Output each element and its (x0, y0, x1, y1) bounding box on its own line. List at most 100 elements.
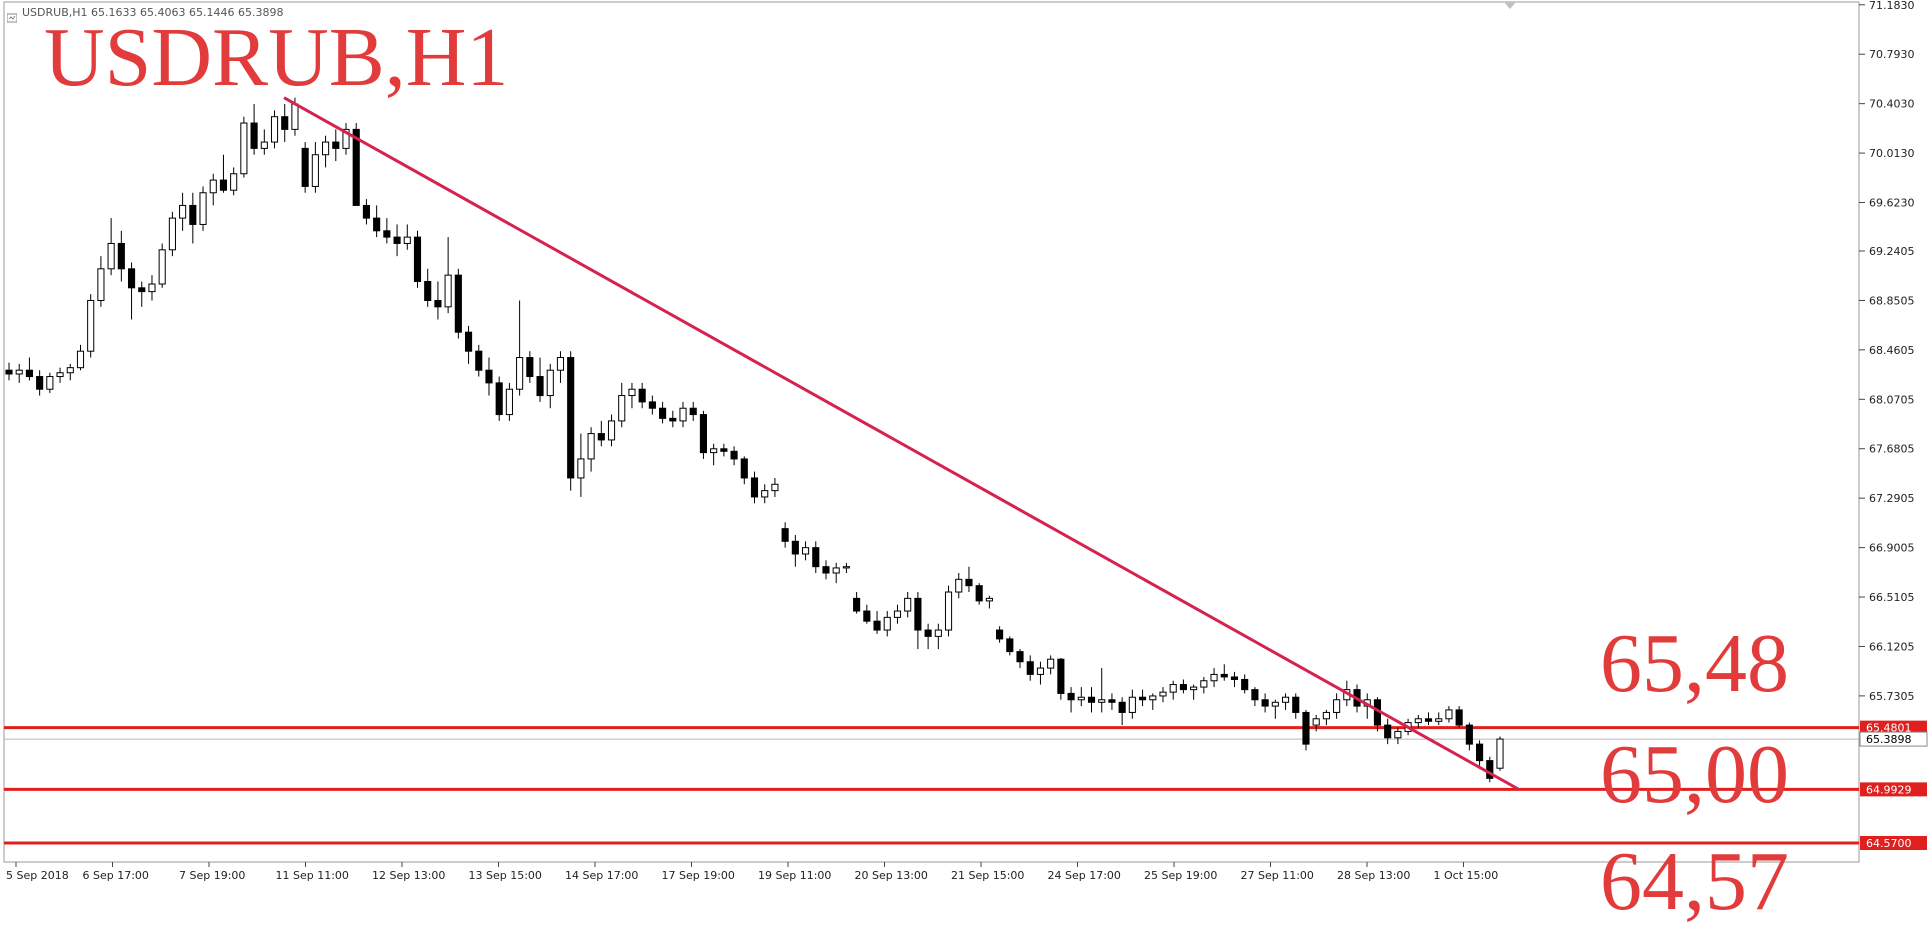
candle-bull (607, 420, 616, 441)
time-tick-label: 28 Sep 13:00 (1337, 869, 1410, 882)
candle-bear (485, 369, 493, 384)
candle-bull (1077, 696, 1085, 701)
candle-bear (1139, 696, 1147, 701)
candle-bull (832, 567, 840, 574)
candle-bear (1241, 678, 1249, 691)
candle-bear (597, 433, 605, 441)
candle-bull (1047, 658, 1055, 669)
candle-bull (587, 433, 595, 460)
trendline (283, 96, 1521, 792)
candle-bull (893, 610, 902, 618)
candle-bull (148, 283, 156, 293)
plot-frame (3, 1, 1860, 863)
candle-bear (250, 122, 258, 149)
time-tick-label: 25 Sep 19:00 (1144, 869, 1217, 882)
price-tick-label: 71.1830 (1869, 0, 1915, 12)
level-label-1: 65,48 (1600, 617, 1789, 710)
candle-bull (679, 407, 687, 422)
candle-bear (25, 369, 33, 378)
time-tick-label: 7 Sep 19:00 (179, 869, 245, 882)
price-tick-label: 69.6230 (1869, 197, 1915, 210)
price-tick-label: 68.8505 (1869, 294, 1915, 307)
time-tick-label: 14 Sep 17:00 (565, 869, 638, 882)
price-tick-label: 65.7305 (1869, 690, 1915, 703)
candle-bull (56, 372, 64, 378)
candle-bear (924, 629, 932, 637)
price-tick-label: 70.7930 (1869, 48, 1915, 61)
candle-bear (1261, 699, 1269, 707)
candle-bull (311, 154, 319, 187)
level-lines: 65.4801 64.9929 64.5700 65.3898 (4, 720, 1928, 850)
candle-bull (107, 242, 115, 270)
candle-bear (1465, 724, 1473, 745)
candle-bear (648, 401, 656, 409)
candle-bear (5, 369, 13, 375)
time-tick-label: 24 Sep 17:00 (1048, 869, 1121, 882)
price-tick-label: 68.0705 (1869, 393, 1915, 406)
candle-bear (791, 540, 799, 555)
current-price-tag (1859, 731, 1928, 747)
candle-bear (1384, 724, 1392, 739)
price-tick-label: 69.2405 (1869, 245, 1915, 258)
candle-bull (209, 179, 217, 194)
candle-bull (260, 141, 268, 149)
price-tick-label: 67.2905 (1869, 492, 1915, 505)
candle-bull (322, 141, 330, 156)
candle-bull (342, 128, 350, 149)
candle-bull (1098, 699, 1106, 703)
info-ohlc: 65.1633 65.4063 65.1446 65.3898 (91, 6, 284, 19)
candle-bear (965, 578, 973, 587)
level-label-3: 64,57 (1600, 835, 1789, 928)
candle-bear (117, 242, 125, 270)
level-price-tag (1860, 835, 1927, 850)
time-tick-label: 17 Sep 19:00 (662, 869, 735, 882)
chart-menu-icon[interactable] (6, 8, 18, 23)
candle-bull (403, 236, 411, 244)
candle-bear (1455, 709, 1463, 726)
candle-bear (1230, 676, 1239, 680)
candle-bear (127, 268, 136, 289)
candle-bull (505, 388, 513, 416)
candle-bull (158, 249, 166, 285)
time-tick-label: 12 Sep 13:00 (372, 869, 445, 882)
candle-bull (710, 448, 718, 454)
time-tick-label: 19 Sep 11:00 (758, 869, 831, 882)
candle-bull (771, 483, 779, 492)
time-tick-label: 11 Sep 11:00 (276, 869, 349, 882)
candle-bear (1486, 760, 1494, 779)
price-tick-label: 70.0130 (1869, 147, 1915, 160)
candle-bull (97, 268, 105, 301)
candle-bull (955, 578, 963, 593)
price-tick-label: 66.5105 (1869, 591, 1915, 604)
candle-bear (413, 236, 422, 282)
candle-bear (750, 477, 759, 498)
scroll-marker-icon[interactable] (1504, 2, 1516, 9)
candle-bear (975, 585, 983, 602)
level-price-label: 64.5700 (1866, 837, 1912, 850)
price-tick-label: 70.4030 (1869, 98, 1915, 111)
trendline-layer (283, 96, 1521, 792)
candle-bull (1210, 673, 1218, 682)
candle-bear (659, 407, 667, 419)
candle-bear (689, 407, 697, 416)
candle-bull (1159, 691, 1167, 697)
candle-bear (812, 547, 820, 568)
candle-bull (76, 350, 85, 369)
candle-bull (1169, 684, 1177, 693)
candle-bear (1424, 718, 1433, 722)
candle-bear (699, 414, 708, 454)
candle-bear (36, 376, 44, 390)
candle-bear (730, 450, 738, 460)
candle-bear (781, 528, 789, 542)
candle-bear (638, 388, 646, 403)
price-tick-label: 66.1205 (1869, 640, 1915, 653)
time-tick-label: 27 Sep 11:00 (1241, 869, 1314, 882)
candle-bull (842, 566, 850, 569)
candle-bear (740, 458, 748, 479)
candle-bull (1271, 701, 1279, 707)
chart-info-line: USDRUB,H1 65.1633 65.4063 65.1446 65.389… (22, 6, 283, 19)
candle-bear (863, 610, 871, 622)
candle-bull (1190, 686, 1198, 691)
level-price-label: 64.9929 (1866, 783, 1912, 796)
